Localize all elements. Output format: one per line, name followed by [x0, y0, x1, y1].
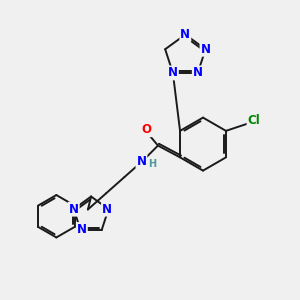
Text: N: N: [102, 202, 112, 216]
Text: N: N: [200, 43, 211, 56]
Text: O: O: [142, 123, 152, 136]
Text: N: N: [136, 155, 146, 168]
Text: N: N: [168, 66, 178, 80]
Text: N: N: [180, 28, 190, 41]
Text: N: N: [193, 66, 203, 80]
Text: N: N: [77, 223, 87, 236]
Text: Cl: Cl: [248, 114, 260, 127]
Text: N: N: [69, 202, 79, 216]
Text: H: H: [148, 159, 156, 170]
